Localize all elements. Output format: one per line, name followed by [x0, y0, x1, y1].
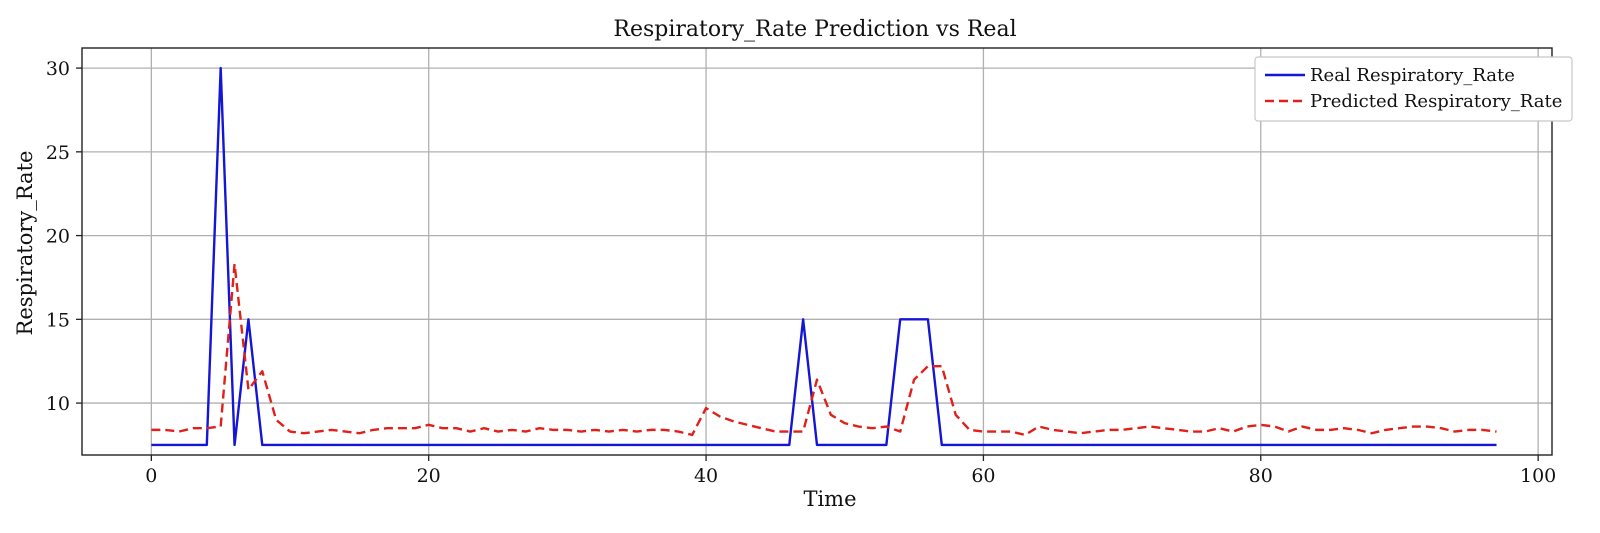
y-tick-label: 25 — [46, 142, 70, 164]
series-layer — [151, 66, 1497, 447]
series-line-real — [151, 66, 1497, 447]
x-axis-label: Time — [803, 487, 856, 511]
y-axis: 10 15 20 25 30 — [46, 58, 82, 415]
legend: Real Respiratory_Rate Predicted Respirat… — [1254, 56, 1573, 122]
legend-box — [1254, 56, 1573, 122]
y-tick-label: 15 — [46, 309, 70, 331]
legend-label-real: Real Respiratory_Rate — [1310, 65, 1515, 86]
y-tick-label: 20 — [46, 226, 70, 248]
x-tick-label: 80 — [1249, 465, 1273, 487]
x-axis: 0 20 40 60 80 100 — [145, 455, 1556, 487]
x-tick-label: 100 — [1520, 465, 1556, 487]
x-tick-label: 20 — [417, 465, 441, 487]
y-axis-label: Respiratory_Rate — [13, 151, 37, 336]
y-tick-label: 10 — [46, 393, 70, 415]
x-tick-label: 0 — [145, 465, 157, 487]
x-tick-label: 40 — [694, 465, 718, 487]
x-tick-label: 60 — [971, 465, 995, 487]
y-tick-label: 30 — [46, 58, 70, 80]
chart-title: Respiratory_Rate Prediction vs Real — [613, 17, 1016, 42]
legend-label-predicted: Predicted Respiratory_Rate — [1310, 91, 1562, 112]
series-line-predicted — [151, 262, 1497, 437]
plot-frame — [81, 47, 1553, 456]
